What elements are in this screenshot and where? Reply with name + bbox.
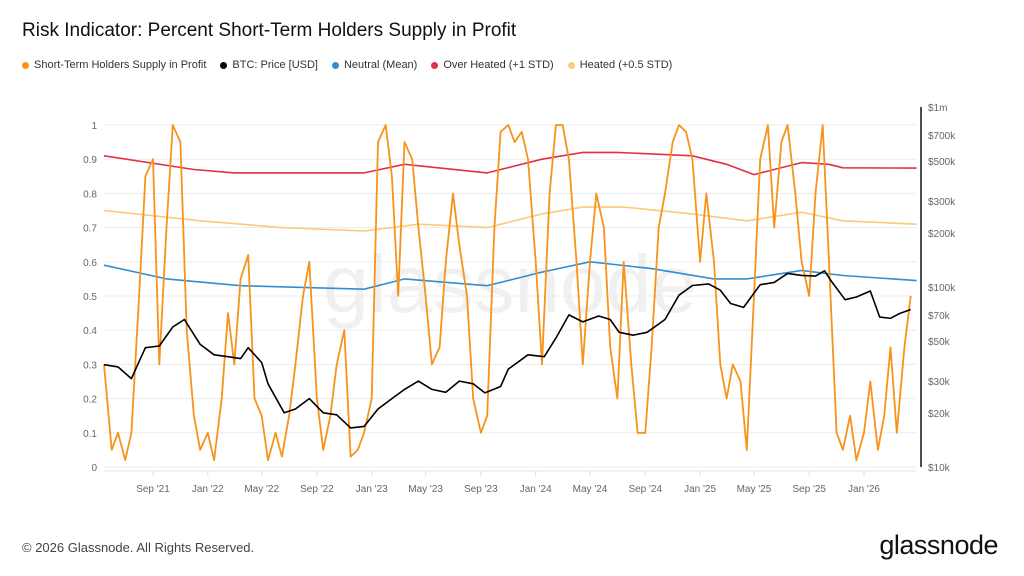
x-tick-label: Jan '23 <box>356 484 388 495</box>
left-tick-label: 0.8 <box>83 189 97 200</box>
copyright: © 2026 Glassnode. All Rights Reserved. <box>22 540 255 555</box>
legend: Short-Term Holders Supply in Profit BTC: … <box>22 59 672 71</box>
x-tick-label: May '22 <box>244 484 279 495</box>
legend-dot-icon <box>431 61 439 69</box>
right-tick-label: $10k <box>928 463 951 474</box>
legend-label: BTC: Price [USD] <box>232 59 318 71</box>
chart-title: Risk Indicator: Percent Short-Term Holde… <box>22 20 517 41</box>
x-tick-label: Sep '21 <box>136 484 170 495</box>
x-tick-label: May '24 <box>573 484 608 495</box>
x-tick-label: Jan '26 <box>848 484 880 495</box>
right-tick-label: $700k <box>928 131 956 142</box>
x-tick-label: Jan '22 <box>192 484 224 495</box>
right-tick-label: $300k <box>928 197 956 208</box>
x-tick-label: Sep '22 <box>300 484 334 495</box>
left-tick-label: 0.7 <box>83 224 97 235</box>
series-line-over-heated-1-std <box>103 151 917 176</box>
legend-item[interactable]: Neutral (Mean) <box>331 59 418 71</box>
left-tick-label: 1 <box>91 121 97 132</box>
left-tick-label: 0.2 <box>83 395 97 406</box>
series-line-heated-0-5-std <box>103 206 917 232</box>
legend-label: Heated (+0.5 STD) <box>579 59 673 71</box>
legend-label: Over Heated (+1 STD) <box>443 59 554 71</box>
left-tick-label: 0 <box>91 463 97 474</box>
x-tick-label: Jan '25 <box>684 484 716 495</box>
series-line-neutral-mean <box>103 260 917 291</box>
legend-label: Short-Term Holders Supply in Profit <box>34 59 207 71</box>
glassnode-logo: glassnode <box>879 530 998 560</box>
x-tick-label: Sep '25 <box>792 484 826 495</box>
legend-dot-icon <box>220 61 228 69</box>
right-tick-label: $30k <box>928 377 951 388</box>
right-tick-label: $50k <box>928 337 951 348</box>
legend-item[interactable]: Short-Term Holders Supply in Profit <box>22 59 206 71</box>
x-tick-label: Sep '24 <box>628 484 662 495</box>
right-tick-label: $20k <box>928 409 951 420</box>
series-line-btc-price-usd <box>103 269 911 429</box>
x-tick-label: Sep '23 <box>464 484 498 495</box>
legend-item[interactable]: BTC: Price [USD] <box>220 59 318 71</box>
left-tick-label: 0.1 <box>83 429 97 440</box>
right-tick-label: $1m <box>928 103 947 114</box>
left-tick-label: 0.4 <box>83 326 97 337</box>
legend-item[interactable]: Heated (+0.5 STD) <box>567 59 673 71</box>
left-tick-label: 0.3 <box>83 360 97 371</box>
right-tick-label: $100k <box>928 283 956 294</box>
x-tick-label: May '25 <box>737 484 772 495</box>
legend-item[interactable]: Over Heated (+1 STD) <box>431 59 554 71</box>
series-line-short-term-holders-supply-in-profit <box>103 124 912 462</box>
x-tick-label: May '23 <box>408 484 443 495</box>
left-tick-label: 0.5 <box>83 292 97 303</box>
legend-dot-icon <box>331 61 339 69</box>
legend-dot-icon <box>567 61 575 69</box>
watermark: glassnode <box>323 239 697 330</box>
right-tick-label: $200k <box>928 229 956 240</box>
legend-dot-icon <box>22 61 29 69</box>
x-tick-label: Jan '24 <box>520 484 552 495</box>
legend-label: Neutral (Mean) <box>343 59 418 71</box>
right-tick-label: $70k <box>928 311 951 322</box>
right-tick-label: $500k <box>928 157 956 168</box>
left-tick-label: 0.9 <box>83 155 97 166</box>
left-tick-label: 0.6 <box>83 258 97 269</box>
